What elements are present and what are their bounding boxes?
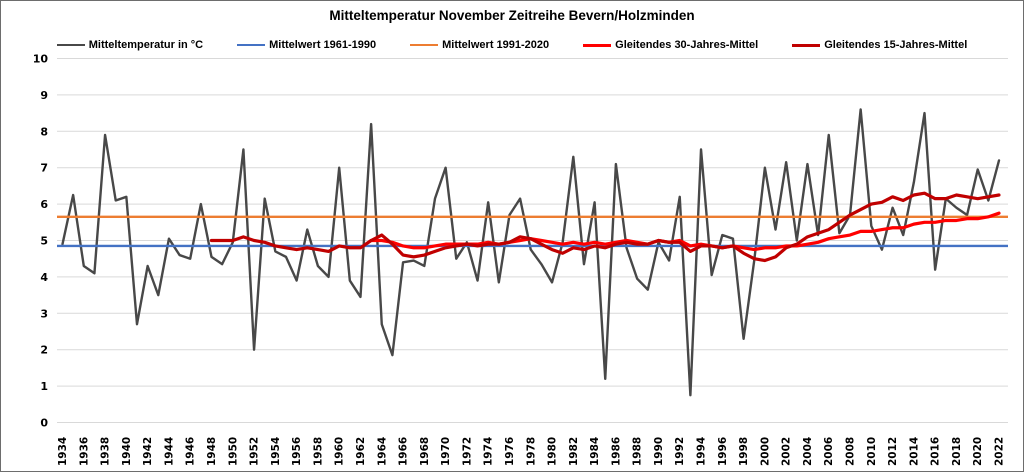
- y-axis-tick-label: 5: [40, 235, 48, 248]
- series-line-0: [61, 108, 1001, 397]
- x-axis-tick-label: 2006: [823, 437, 835, 466]
- x-axis-tick-label: 1934: [57, 437, 69, 466]
- x-axis-tick-label: 1994: [696, 437, 708, 466]
- x-axis-tick-label: 1954: [270, 437, 282, 466]
- x-axis-tick-label: 2004: [802, 437, 814, 466]
- y-axis-tick-label: 1: [40, 380, 48, 393]
- legend-line-swatch: [237, 44, 266, 46]
- x-axis-tick-label: 1960: [334, 437, 346, 466]
- legend-label: Mittelwert 1961-1990: [269, 39, 377, 51]
- y-axis-tick-label: 3: [40, 307, 48, 320]
- x-axis-tick-label: 1948: [206, 437, 218, 466]
- x-axis-tick-label: 1968: [419, 437, 431, 466]
- x-axis-tick-label: 2014: [908, 437, 920, 466]
- x-axis-tick-label: 1946: [185, 437, 197, 466]
- x-axis-tick-label: 1988: [632, 437, 644, 466]
- x-axis-tick-label: 1992: [674, 437, 686, 466]
- x-axis-tick-label: 1958: [312, 437, 324, 466]
- chart-title: Mitteltemperatur November Zeitreihe Beve…: [329, 8, 695, 23]
- x-axis-tick-label: 2018: [951, 437, 963, 466]
- legend-item-gleitendes-30-jahres-mittel: Gleitendes 30-Jahres-Mittel: [583, 39, 758, 51]
- x-axis-tick-label: 2012: [887, 437, 899, 466]
- legend-label: Mitteltemperatur in °C: [88, 39, 204, 51]
- x-axis-tick-label: 1940: [121, 437, 133, 466]
- x-axis-tick-label: 1964: [376, 437, 388, 466]
- x-axis-tick-label: 1944: [163, 437, 175, 466]
- legend-label: Gleitendes 30-Jahres-Mittel: [615, 39, 759, 51]
- legend-line-swatch: [792, 43, 821, 47]
- x-axis-tick-label: 2010: [866, 437, 878, 466]
- x-axis-tick-label: 1978: [525, 437, 537, 466]
- x-axis-tick-label: 1982: [568, 437, 580, 466]
- x-axis-tick-label: 2008: [845, 437, 857, 466]
- y-axis-tick-label: 6: [40, 198, 48, 211]
- legend-line-swatch: [410, 44, 439, 46]
- chart-legend: Mitteltemperatur in °C Mittelwert 1961-1…: [1, 39, 1023, 51]
- x-axis-tick-label: 1936: [78, 437, 90, 466]
- legend-item-mittelwert-1991-2020: Mittelwert 1991-2020: [410, 39, 549, 51]
- x-axis-tick-label: 1974: [483, 437, 495, 466]
- x-axis-tick-label: 1972: [461, 437, 473, 466]
- x-axis-tick-label: 1956: [291, 437, 303, 466]
- x-axis-tick-label: 1970: [440, 437, 452, 466]
- x-axis-tick-label: 1952: [249, 437, 261, 466]
- x-axis-tick-label: 1976: [504, 437, 516, 466]
- x-axis-tick-label: 1938: [100, 437, 112, 466]
- x-axis-tick-label: 1962: [355, 437, 367, 466]
- x-axis-tick-label: 1942: [142, 437, 154, 466]
- x-axis-tick-label: 1966: [398, 437, 410, 466]
- x-axis-tick-label: 2020: [972, 437, 984, 466]
- x-axis-tick-label: 1996: [717, 437, 729, 466]
- legend-line-swatch: [56, 44, 85, 46]
- y-axis-tick-label: 2: [40, 344, 48, 357]
- y-axis-tick-label: 10: [33, 53, 49, 66]
- x-axis-tick-label: 1980: [547, 437, 559, 466]
- y-axis-tick-label: 4: [40, 271, 48, 284]
- x-axis-tick-label: 1950: [227, 437, 239, 466]
- series-line-4: [209, 191, 1001, 263]
- legend-item-gleitendes-15-jahres-mittel: Gleitendes 15-Jahres-Mittel: [792, 39, 967, 51]
- x-axis-tick-label: 1986: [610, 437, 622, 466]
- x-axis-tick-label: 2000: [759, 437, 771, 466]
- y-axis-tick-label: 8: [40, 125, 48, 138]
- y-axis-tick-label: 0: [40, 417, 48, 430]
- y-axis-tick-label: 7: [40, 162, 48, 175]
- legend-label: Mittelwert 1991-2020: [442, 39, 550, 51]
- x-axis-tick-label: 1990: [653, 437, 665, 466]
- legend-item-mittelwert-1961-1990: Mittelwert 1961-1990: [237, 39, 376, 51]
- x-axis-tick-label: 2002: [781, 437, 793, 466]
- y-axis-tick-label: 9: [40, 89, 48, 102]
- x-axis-tick-label: 1998: [738, 437, 750, 466]
- legend-item-mitteltemperatur: Mitteltemperatur in °C: [56, 39, 204, 51]
- legend-label: Gleitendes 15-Jahres-Mittel: [824, 39, 968, 51]
- legend-line-swatch: [583, 43, 612, 47]
- x-axis-tick-label: 2022: [994, 437, 1006, 466]
- x-axis-tick-label: 2016: [930, 437, 942, 466]
- x-axis-tick-label: 1984: [589, 437, 601, 466]
